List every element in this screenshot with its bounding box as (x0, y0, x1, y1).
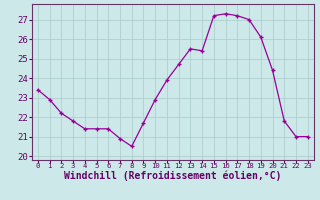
X-axis label: Windchill (Refroidissement éolien,°C): Windchill (Refroidissement éolien,°C) (64, 171, 282, 181)
